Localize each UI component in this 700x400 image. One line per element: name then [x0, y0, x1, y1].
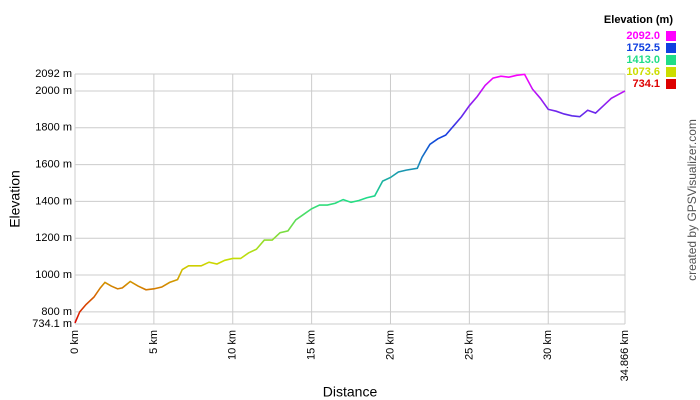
- x-tick-label: 5 km: [148, 330, 160, 354]
- legend-title: Elevation (m): [604, 14, 673, 26]
- x-tick-label: 20 km: [384, 330, 396, 360]
- x-tick-label: 34.866 km: [619, 330, 631, 381]
- legend-swatch: [666, 55, 676, 65]
- x-axis-title: Distance: [323, 384, 378, 400]
- legend-label: 1752.5: [626, 42, 660, 54]
- x-tick-label: 0 km: [69, 330, 81, 354]
- y-axis-title: Elevation: [7, 170, 23, 228]
- y-tick-label: 800 m: [41, 306, 72, 318]
- y-tick-label: 734.1 m: [32, 318, 72, 330]
- legend-label: 1073.6: [626, 66, 660, 78]
- y-tick-label: 1000 m: [35, 269, 72, 281]
- y-tick-label: 1600 m: [35, 158, 72, 170]
- legend-label: 2092.0: [626, 30, 660, 42]
- y-tick-label: 1400 m: [35, 195, 72, 207]
- legend-swatch: [666, 43, 676, 53]
- legend-swatch: [666, 31, 676, 41]
- legend-swatch: [666, 79, 676, 89]
- y-tick-label: 2092 m: [35, 68, 72, 80]
- x-tick-label: 25 km: [463, 330, 475, 360]
- legend-label: 734.1: [632, 78, 660, 90]
- x-tick-label: 15 km: [306, 330, 318, 360]
- y-tick-label: 2000 m: [35, 85, 72, 97]
- x-tick-label: 10 km: [227, 330, 239, 360]
- y-tick-label: 1200 m: [35, 232, 72, 244]
- legend-label: 1413.0: [626, 54, 660, 66]
- credit: created by GPSVisualizer.com: [685, 119, 699, 281]
- elevation-line: [74, 73, 626, 324]
- y-tick-label: 1800 m: [35, 122, 72, 134]
- legend-swatch: [666, 67, 676, 77]
- x-tick-label: 30 km: [542, 330, 554, 360]
